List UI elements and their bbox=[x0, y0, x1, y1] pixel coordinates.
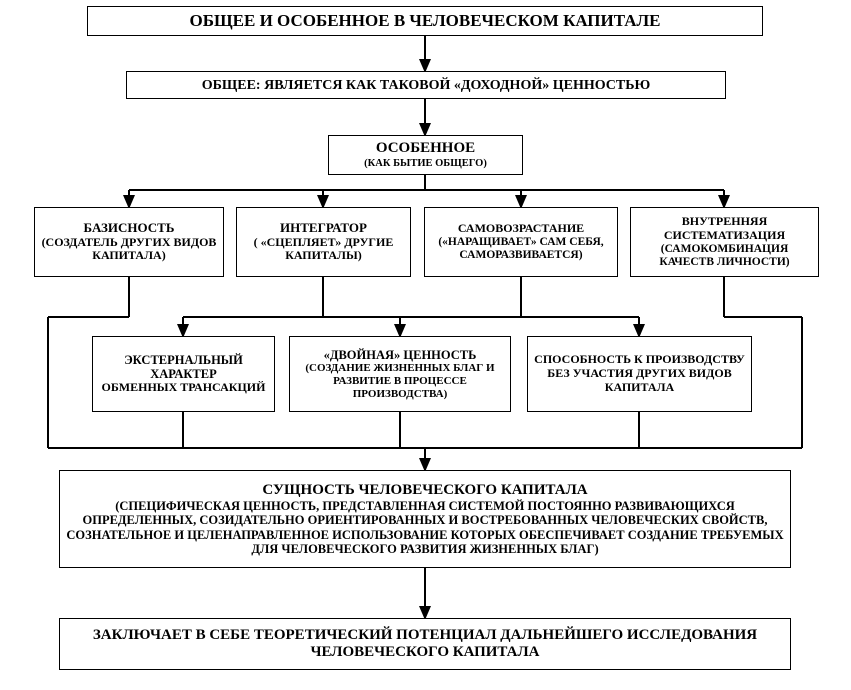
node-top: ОБЩЕЕ И ОСОБЕННОЕ В ЧЕЛОВЕЧЕСКОМ КАПИТАЛ… bbox=[87, 6, 763, 36]
node-r2c1-sub: ОБМЕННЫХ ТРАНСАКЦИЙ bbox=[102, 381, 266, 395]
node-r2c2-title: «ДВОЙНАЯ» ЦЕННОСТЬ bbox=[324, 348, 477, 362]
node-special-sub: (КАК БЫТИЕ ОБЩЕГО) bbox=[364, 158, 487, 170]
node-r2c2-sub: (СОЗДАНИЕ ЖИЗНЕННЫХ БЛАГ И РАЗВИТИЕ В ПР… bbox=[296, 362, 504, 400]
node-row1-integrator: ИНТЕГРАТОР ( «СЦЕПЛЯЕТ» ДРУГИЕ КАПИТАЛЫ) bbox=[236, 207, 411, 277]
node-essence: СУЩНОСТЬ ЧЕЛОВЕЧЕСКОГО КАПИТАЛА (СПЕЦИФИ… bbox=[59, 470, 791, 568]
node-row2-doublevalue: «ДВОЙНАЯ» ЦЕННОСТЬ (СОЗДАНИЕ ЖИЗНЕННЫХ Б… bbox=[289, 336, 511, 412]
node-r2c3-title: СПОСОБНОСТЬ К ПРОИЗВОДСТВУ БЕЗ УЧАСТИЯ Д… bbox=[534, 353, 745, 394]
node-general-lead: ОБЩЕЕ: bbox=[202, 78, 261, 93]
node-top-title: ОБЩЕЕ И ОСОБЕННОЕ В ЧЕЛОВЕЧЕСКОМ КАПИТАЛ… bbox=[190, 11, 661, 31]
node-r2c1-title: ЭКСТЕРНАЛЬНЫЙ ХАРАКТЕР bbox=[99, 353, 268, 382]
node-row2-capability: СПОСОБНОСТЬ К ПРОИЗВОДСТВУ БЕЗ УЧАСТИЯ Д… bbox=[527, 336, 752, 412]
node-bottom-title: ЗАКЛЮЧАЕТ В СЕБЕ ТЕОРЕТИЧЕСКИЙ ПОТЕНЦИАЛ… bbox=[66, 627, 784, 662]
node-r1c2-title: ИНТЕГРАТОР bbox=[280, 221, 367, 236]
node-special-title: ОСОБЕННОЕ bbox=[376, 140, 475, 157]
node-row1-selfgrowth: САМОВОЗРАСТАНИЕ («НАРАЩИВАЕТ» САМ СЕБЯ, … bbox=[424, 207, 618, 277]
node-row2-external: ЭКСТЕРНАЛЬНЫЙ ХАРАКТЕР ОБМЕННЫХ ТРАНСАКЦ… bbox=[92, 336, 275, 412]
node-r1c1-sub: (СОЗДАТЕЛЬ ДРУГИХ ВИДОВ КАПИТАЛА) bbox=[41, 236, 217, 264]
node-r1c4-title: ВНУТРЕННЯЯ СИСТЕМАТИЗАЦИЯ bbox=[637, 215, 812, 243]
node-general: ОБЩЕЕ: ЯВЛЯЕТСЯ КАК ТАКОВОЙ «ДОХОДНОЙ» Ц… bbox=[126, 71, 726, 99]
node-general-text: ОБЩЕЕ: ЯВЛЯЕТСЯ КАК ТАКОВОЙ «ДОХОДНОЙ» Ц… bbox=[202, 76, 651, 94]
node-row1-basis: БАЗИСНОСТЬ (СОЗДАТЕЛЬ ДРУГИХ ВИДОВ КАПИТ… bbox=[34, 207, 224, 277]
node-r1c3-sub: («НАРАЩИВАЕТ» САМ СЕБЯ, САМОРАЗВИВАЕТСЯ) bbox=[431, 236, 611, 262]
node-essence-sub: (СПЕЦИФИЧЕСКАЯ ЦЕННОСТЬ, ПРЕДСТАВЛЕННАЯ … bbox=[66, 499, 784, 557]
node-r1c4-sub: (САМОКОМБИНАЦИЯ КАЧЕСТВ ЛИЧНОСТИ) bbox=[637, 243, 812, 269]
node-r1c2-sub: ( «СЦЕПЛЯЕТ» ДРУГИЕ КАПИТАЛЫ) bbox=[243, 236, 404, 264]
node-general-rest: ЯВЛЯЕТСЯ КАК ТАКОВОЙ «ДОХОДНОЙ» ЦЕННОСТЬ… bbox=[261, 78, 651, 93]
node-r1c1-title: БАЗИСНОСТЬ bbox=[84, 221, 175, 236]
node-bottom: ЗАКЛЮЧАЕТ В СЕБЕ ТЕОРЕТИЧЕСКИЙ ПОТЕНЦИАЛ… bbox=[59, 618, 791, 670]
node-r1c3-title: САМОВОЗРАСТАНИЕ bbox=[458, 222, 584, 236]
node-row1-systematization: ВНУТРЕННЯЯ СИСТЕМАТИЗАЦИЯ (САМОКОМБИНАЦИ… bbox=[630, 207, 819, 277]
node-essence-title: СУЩНОСТЬ ЧЕЛОВЕЧЕСКОГО КАПИТАЛА bbox=[262, 482, 587, 499]
node-special: ОСОБЕННОЕ (КАК БЫТИЕ ОБЩЕГО) bbox=[328, 135, 523, 175]
